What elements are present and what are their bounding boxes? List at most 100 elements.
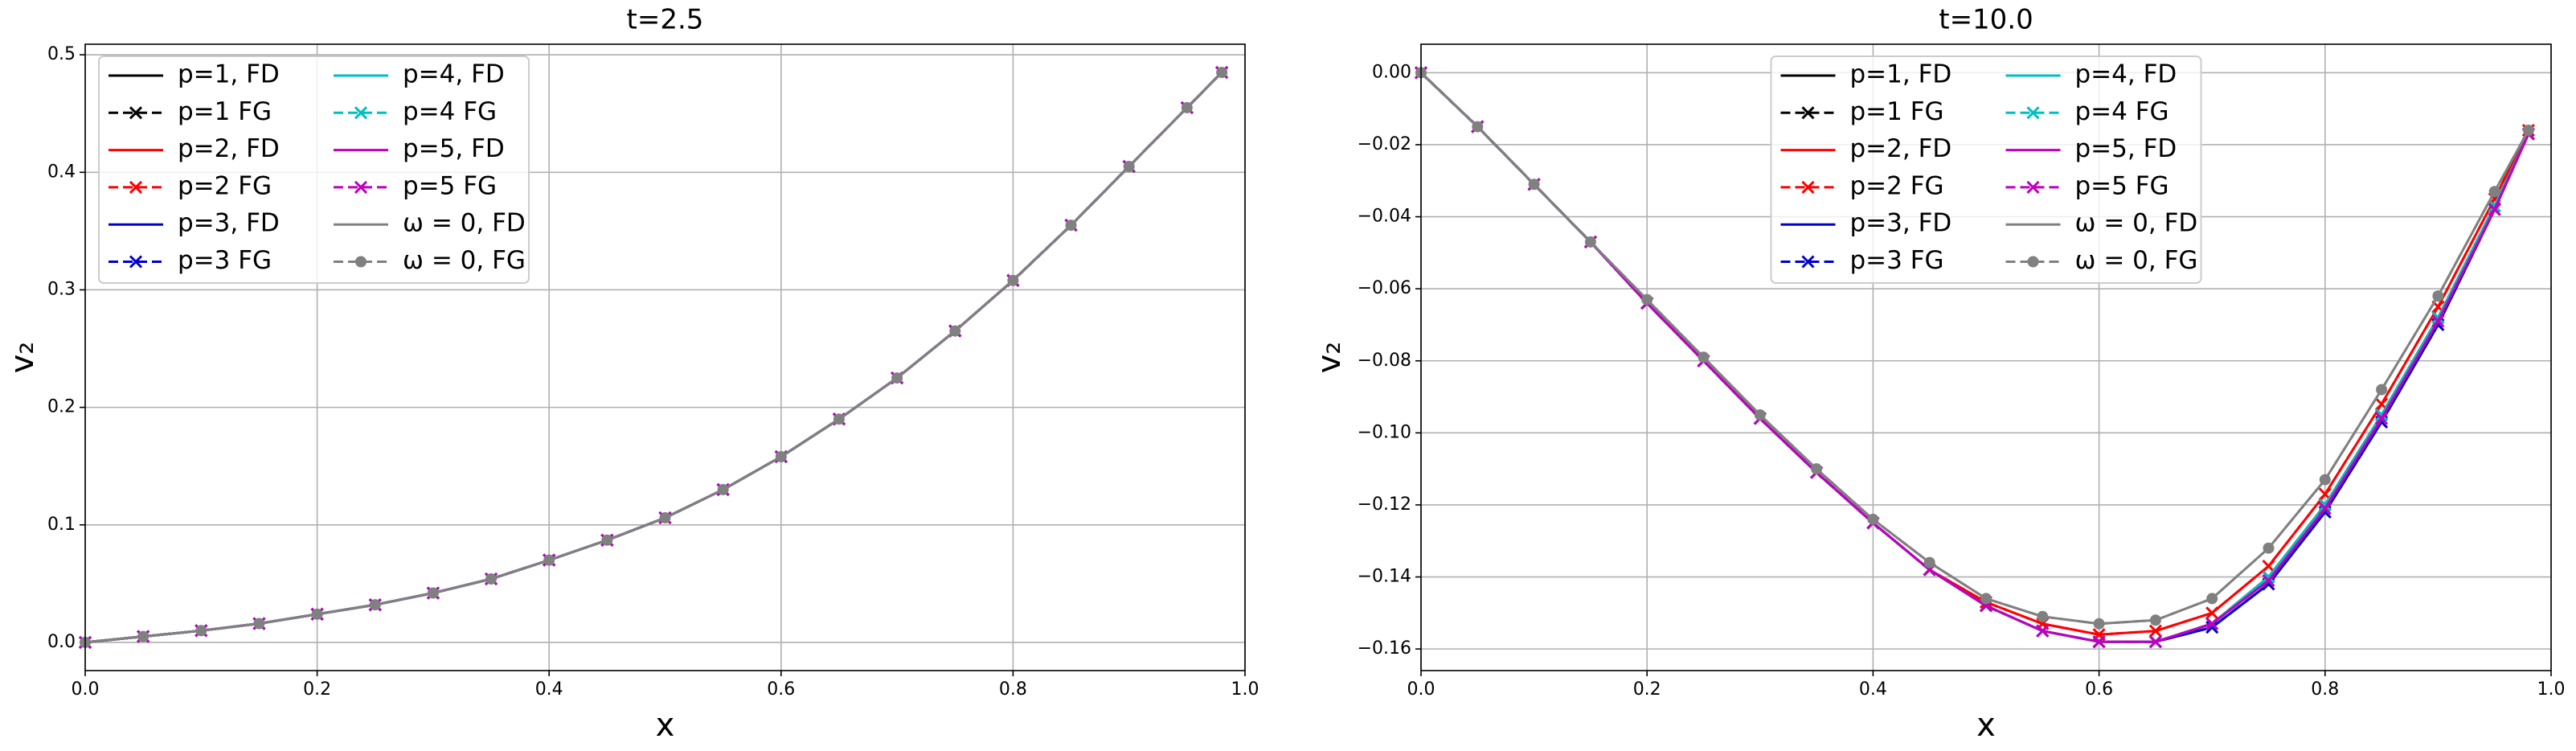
x-axis-label: x [656, 707, 675, 744]
point-marker [2093, 618, 2105, 630]
point-marker [369, 599, 381, 611]
legend: p=1, FD p=1 FG p=2, FD p=2 FG p=3, FD p=3 FG p… [1770, 55, 2202, 284]
legend-marker [354, 180, 368, 194]
point-marker [659, 512, 671, 523]
y-tick-label: 0.5 [47, 44, 76, 64]
series-line [1419, 72, 2530, 626]
point-marker [2319, 474, 2331, 486]
legend-label: p=4 FG [2075, 97, 2169, 126]
x-tick-label: 0.6 [2085, 679, 2113, 700]
legend-label: p=1 FG [178, 97, 272, 126]
point-marker [543, 554, 555, 566]
point-marker [1007, 274, 1019, 286]
legend-label: p=2, FD [178, 134, 280, 163]
legend-label: p=1, FD [178, 60, 280, 89]
legend-label: p=5, FD [403, 134, 505, 163]
point-marker [485, 573, 498, 585]
point-marker [311, 608, 323, 620]
y-axis-label: v₂ [4, 342, 41, 374]
x-tick-label: 0.2 [1633, 679, 1661, 700]
point-marker [1754, 408, 1766, 421]
y-tick-label: −0.12 [1358, 495, 1411, 515]
y-tick-label: 0.0 [47, 632, 76, 652]
x-tick-label: 0.8 [999, 679, 1027, 700]
legend-label: ω = 0, FG [403, 246, 526, 275]
y-tick-label: −0.06 [1358, 278, 1411, 298]
y-tick-label: 0.2 [47, 397, 76, 417]
legend-box [98, 55, 530, 284]
legend-label: p=4, FD [403, 60, 505, 89]
legend-label: p=5 FG [403, 171, 497, 200]
legend-marker [129, 180, 143, 194]
x-tick-label: 0.8 [2311, 679, 2339, 700]
point-marker [2206, 593, 2218, 605]
y-tick-label: −0.04 [1358, 207, 1411, 227]
point-marker [2262, 560, 2275, 573]
point-marker [1641, 293, 1653, 306]
point-marker [2488, 203, 2501, 216]
axes-frame [1420, 43, 2552, 671]
legend-label: p=3, FD [1850, 209, 1952, 238]
point-marker [2263, 542, 2275, 554]
point-marker [2488, 186, 2500, 198]
point-marker [427, 587, 439, 599]
legend-label: p=5, FD [2075, 134, 2177, 163]
y-tick-label: −0.08 [1358, 351, 1411, 371]
x-tick-label: 1.0 [2537, 679, 2566, 700]
point-marker [2205, 617, 2219, 630]
y-axis-label: v₂ [1311, 342, 1348, 374]
legend-marker [1801, 255, 1815, 269]
legend-label: p=3 FG [1850, 246, 1944, 275]
point-marker [2148, 624, 2162, 638]
point-marker [1923, 556, 1935, 568]
point-marker [717, 483, 729, 495]
point-marker [2037, 610, 2049, 622]
y-tick-label: −0.16 [1358, 638, 1411, 659]
x-tick-label: 0.0 [1407, 679, 1435, 700]
axes-frame [84, 43, 1246, 671]
point-marker [2149, 614, 2161, 626]
point-marker [2376, 384, 2388, 396]
point-marker [2318, 502, 2332, 515]
point-marker [833, 413, 845, 425]
legend-marker [2026, 106, 2040, 120]
subplot: t=10.0 x v₂ 0.0 0.2 0.4 0.6 0.8 1.0 0.00 −0.02 −0.0… [1311, 4, 2566, 745]
legend-label: p=3 FG [178, 246, 272, 275]
point-marker [1698, 351, 1710, 363]
point-marker [601, 534, 613, 546]
legend: p=1, FD p=1 FG p=2, FD p=2 FG p=3, FD p=3 FG p… [98, 55, 530, 284]
legend-marker [129, 255, 143, 269]
legend-label: p=2 FG [178, 171, 272, 200]
x-tick-label: 0.0 [72, 679, 100, 700]
y-tick-label: −0.14 [1358, 567, 1411, 587]
point-marker [2036, 624, 2050, 638]
legend-marker [2026, 180, 2040, 194]
point-marker [2375, 412, 2389, 425]
point-marker [2148, 635, 2162, 649]
legend-label: p=2, FD [1850, 134, 1952, 163]
legend-marker [2027, 256, 2039, 268]
point-marker [253, 618, 265, 630]
legend-label: p=5 FG [2075, 171, 2169, 200]
legend-label: p=2 FG [1850, 171, 1944, 200]
x-tick-label: 0.4 [1859, 679, 1887, 700]
point-marker [1980, 593, 1992, 605]
y-tick-label: 0.3 [47, 279, 76, 299]
x-axis-label: x [1976, 707, 1996, 744]
point-marker [1584, 236, 1596, 248]
point-marker [1811, 463, 1823, 475]
x-tick-label: 0.6 [767, 679, 795, 700]
point-marker [2092, 635, 2106, 649]
chart-title: t=2.5 [627, 4, 704, 36]
legend-marker [1801, 106, 1815, 120]
point-marker [1528, 179, 1540, 191]
point-marker [891, 372, 903, 384]
legend-label: p=1 FG [1850, 97, 1944, 126]
y-tick-label: 0.4 [47, 162, 76, 182]
point-marker [949, 325, 961, 337]
y-tick-label: −0.02 [1358, 134, 1411, 154]
point-marker [2262, 570, 2275, 584]
point-marker [1216, 67, 1228, 79]
